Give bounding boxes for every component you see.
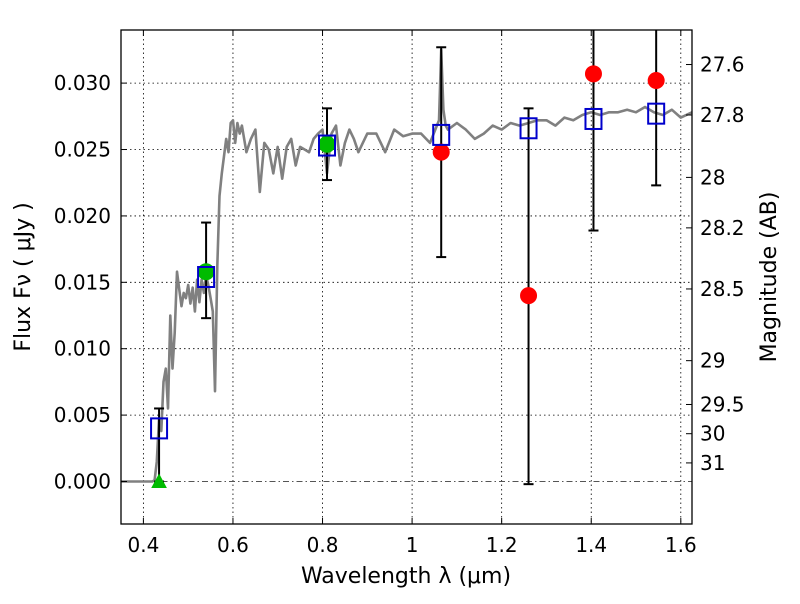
model-band-flux-square xyxy=(519,117,538,140)
y-axis-ticks: 0.000 0.005 0.010 0.015 0.020 0.025 0.030 xyxy=(54,71,127,494)
magnitude-tick-label: 31 xyxy=(700,451,725,475)
magnitude-axis-ticks: 27.6 27.8 28 28.2 28.5 29 29.5 30 31 xyxy=(686,53,745,475)
model-band-flux-square xyxy=(197,266,216,288)
y-axis-title: Flux Fν ( μJy ) xyxy=(11,202,36,351)
marker-layer xyxy=(150,65,666,489)
magnitude-tick-label: 29 xyxy=(700,349,725,373)
y-tick-label: 0.000 xyxy=(54,470,111,494)
magnitude-tick-label: 28.5 xyxy=(700,277,745,301)
magnitude-tick-label: 28 xyxy=(700,165,725,189)
x-tick-label: 1.6 xyxy=(665,533,697,557)
observed-nir-point xyxy=(584,65,602,83)
x-tick-label: 0.6 xyxy=(217,533,249,557)
y-tick-label: 0.015 xyxy=(54,270,111,294)
x-tick-label: 1.4 xyxy=(575,533,607,557)
magnitude-tick-label: 28.2 xyxy=(700,216,745,240)
model-band-flux-square xyxy=(150,417,169,440)
observed-nir-point xyxy=(647,71,665,89)
plot-frame xyxy=(120,29,693,525)
y-tick-label: 0.010 xyxy=(54,337,111,361)
magnitude-axis-title: Magnitude (AB) xyxy=(757,192,782,363)
magnitude-tick-label: 29.5 xyxy=(700,392,745,416)
x-tick-label: 0.8 xyxy=(307,533,339,557)
model-band-flux-square xyxy=(647,102,666,125)
model-band-flux-square xyxy=(318,134,337,157)
x-axis-ticks: 0.4 0.6 0.8 1 1.2 1.4 1.6 xyxy=(127,30,697,557)
observed-optical-point xyxy=(318,135,336,153)
x-tick-label: 1.2 xyxy=(486,533,518,557)
y-tick-label: 0.025 xyxy=(54,138,111,162)
magnitude-tick-label: 30 xyxy=(700,422,725,446)
y-tick-label: 0.030 xyxy=(54,71,111,95)
y-tick-label: 0.005 xyxy=(54,403,111,427)
magnitude-tick-label: 27.8 xyxy=(700,103,745,127)
x-tick-label: 1 xyxy=(406,533,419,557)
x-axis-title: Wavelength λ (μm) xyxy=(301,564,511,589)
model-band-flux-square xyxy=(584,107,603,130)
x-tick-label: 0.4 xyxy=(127,533,159,557)
observed-nir-point xyxy=(520,287,538,305)
upper-limit-triangle xyxy=(151,473,167,489)
model-band-flux-square xyxy=(432,123,451,146)
y-tick-label: 0.020 xyxy=(54,204,111,228)
observed-nir-point xyxy=(432,143,450,161)
magnitude-tick-label: 27.6 xyxy=(700,53,745,77)
